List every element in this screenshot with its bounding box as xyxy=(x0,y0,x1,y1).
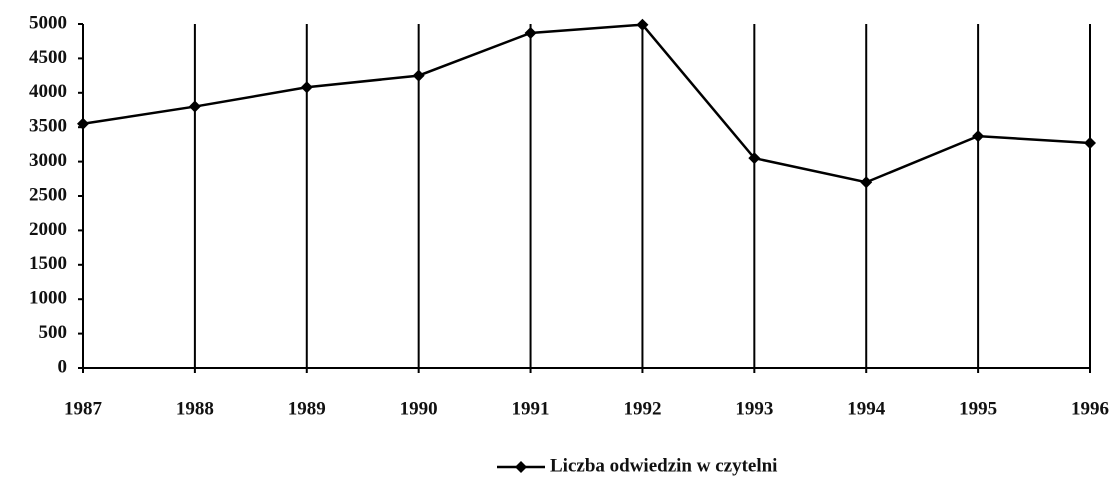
y-tick-label: 4500 xyxy=(29,47,67,68)
marker xyxy=(412,69,425,82)
x-tick-label: 1987 xyxy=(64,398,103,419)
y-tick-label: 2500 xyxy=(29,184,67,205)
marker xyxy=(188,100,201,113)
legend-label: Liczba odwiedzin w czytelni xyxy=(550,455,777,476)
marker xyxy=(1084,137,1096,150)
marker xyxy=(636,18,649,31)
marker xyxy=(748,152,761,165)
x-tick-label: 1994 xyxy=(847,398,886,419)
x-tick-label: 1988 xyxy=(176,398,214,419)
marker xyxy=(860,176,873,189)
y-tick-label: 4000 xyxy=(29,81,67,102)
line xyxy=(82,23,1091,184)
y-tick-label: 1000 xyxy=(29,288,67,309)
y-tick-label: 2000 xyxy=(29,219,67,240)
y-tick-label: 3000 xyxy=(29,150,67,171)
x-tick-label: 1995 xyxy=(959,398,997,419)
x-tick-label: 1989 xyxy=(288,398,326,419)
x-tick-label: 1992 xyxy=(623,398,661,419)
x-tick-label: 1991 xyxy=(512,398,550,419)
marker xyxy=(972,130,985,143)
y-tick-label: 5000 xyxy=(29,12,67,33)
y-tick-label: 500 xyxy=(39,322,68,343)
marker xyxy=(300,81,313,94)
y-tick-label: 0 xyxy=(58,356,68,377)
legend-marker xyxy=(515,461,527,473)
x-tick-label: 1990 xyxy=(400,398,438,419)
y-tick-label: 3500 xyxy=(29,116,67,137)
marker xyxy=(524,26,537,39)
y-tick-label: 1500 xyxy=(29,253,67,274)
marker xyxy=(77,117,89,130)
x-tick-label: 1996 xyxy=(1071,398,1109,419)
x-tick-label: 1993 xyxy=(735,398,773,419)
